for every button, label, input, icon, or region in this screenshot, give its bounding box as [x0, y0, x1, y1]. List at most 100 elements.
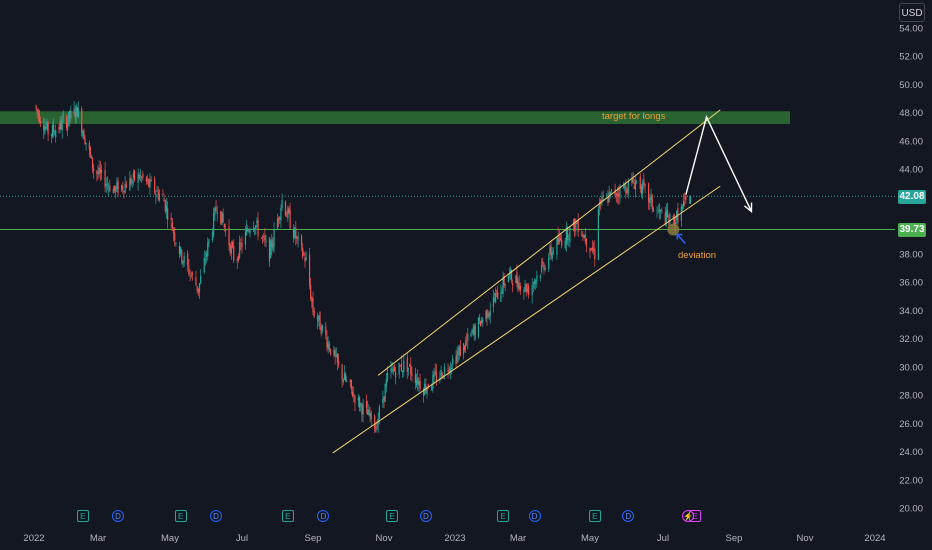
candle-body	[51, 125, 54, 137]
candle-body	[577, 220, 579, 233]
candle-body	[644, 184, 646, 187]
candle-body	[361, 404, 363, 415]
candle-body	[284, 201, 287, 216]
earnings-event-marker[interactable]: E	[76, 510, 89, 522]
x-tick-label: Mar	[90, 533, 106, 544]
deviation-pointer-arrow	[676, 233, 686, 244]
candle-body	[208, 239, 210, 244]
earnings-event-marker[interactable]: E	[281, 510, 294, 522]
candle-body	[501, 291, 503, 293]
candle-body	[46, 122, 48, 130]
candle-body	[327, 342, 329, 349]
candle-body	[253, 228, 256, 231]
dividend-event-marker[interactable]: D	[528, 510, 541, 522]
deviation-annotation: deviation	[678, 250, 717, 261]
candle-body	[155, 193, 157, 196]
earnings-event-marker[interactable]: E	[689, 510, 702, 522]
y-tick-label: 46.00	[899, 136, 923, 147]
candle-body	[369, 413, 371, 417]
candle-body	[104, 170, 106, 188]
candle-body	[142, 173, 144, 178]
candle-body	[302, 248, 304, 257]
candle-body	[415, 380, 418, 386]
currency-button[interactable]: USD	[899, 3, 925, 22]
candle-body	[566, 227, 569, 241]
candle-body	[334, 349, 336, 357]
candle-body	[189, 273, 191, 275]
candle-body	[221, 211, 223, 225]
candle-body	[496, 289, 498, 291]
candle-body	[572, 220, 575, 227]
candle-body	[138, 175, 140, 179]
candle-body	[295, 227, 297, 239]
earnings-event-marker[interactable]: E	[497, 510, 510, 522]
candle-body	[216, 212, 218, 214]
candle-body	[624, 184, 626, 188]
y-tick-label: 50.00	[899, 80, 923, 91]
candle-body	[123, 190, 125, 193]
candle-body	[551, 251, 553, 259]
earnings-event-marker[interactable]: E	[386, 510, 399, 522]
candle-body	[65, 117, 68, 128]
candle-body	[370, 412, 372, 420]
candle-body	[542, 261, 544, 264]
candle-body	[317, 316, 319, 322]
candle-body	[681, 206, 684, 210]
candle-body	[146, 179, 149, 181]
x-tick-label: Jul	[236, 533, 248, 544]
candle-body	[403, 360, 405, 373]
candle-body	[256, 220, 258, 224]
earnings-event-marker[interactable]: E	[588, 510, 601, 522]
candle-body	[680, 206, 682, 221]
candle-body	[610, 189, 613, 192]
candle-body	[244, 231, 247, 245]
candle-body	[449, 367, 451, 372]
candle-body	[582, 234, 584, 237]
candle-body	[38, 113, 41, 123]
dividend-event-marker[interactable]: D	[210, 510, 223, 522]
x-axis[interactable]: 2022 Mar May Jul Sep Nov 2023 Mar May Jul Sep Nov 20…	[23, 533, 885, 544]
split-event-marker[interactable]: ⚡	[682, 510, 695, 522]
candle-body	[606, 195, 608, 196]
candle-body	[280, 208, 282, 221]
candle-body	[286, 216, 288, 217]
candle-body	[342, 379, 344, 383]
candle-body	[455, 356, 457, 364]
candle-body	[82, 131, 84, 136]
candle-body	[536, 275, 538, 282]
candle-body	[402, 370, 404, 373]
dividend-event-marker[interactable]: D	[317, 510, 330, 522]
candle-body	[550, 245, 552, 256]
candle-body	[435, 372, 437, 382]
y-axis[interactable]: 54.00 52.00 50.00 48.00 46.00 44.00 38.00 36.00…	[899, 24, 923, 515]
candle-body	[362, 403, 364, 415]
candle-body	[418, 381, 420, 386]
candle-body	[105, 183, 107, 187]
candle-body	[240, 243, 242, 245]
candle-body	[541, 264, 543, 273]
candle-body	[113, 185, 116, 191]
candle-body	[52, 124, 55, 133]
dividend-event-marker[interactable]: D	[112, 510, 125, 522]
candle-body	[228, 226, 230, 246]
dividend-event-marker[interactable]: D	[419, 510, 432, 522]
candle-body	[77, 108, 80, 117]
candle-body	[305, 257, 307, 260]
y-tick-label: 36.00	[899, 278, 923, 289]
candle-body	[565, 227, 567, 244]
candle-body	[552, 251, 555, 253]
x-tick-label: 2024	[864, 533, 885, 544]
candle-body	[487, 315, 489, 316]
candle-body	[90, 155, 93, 159]
candle-body	[55, 130, 57, 138]
candle-body	[519, 285, 521, 291]
candle-body	[69, 110, 71, 119]
candle-body	[360, 403, 362, 406]
x-tick-label: Nov	[376, 533, 393, 544]
candle-body	[67, 121, 69, 130]
candle-body	[163, 198, 165, 202]
candle-body	[260, 237, 263, 239]
earnings-event-marker[interactable]: E	[174, 510, 187, 522]
dividend-event-marker[interactable]: D	[622, 510, 635, 522]
